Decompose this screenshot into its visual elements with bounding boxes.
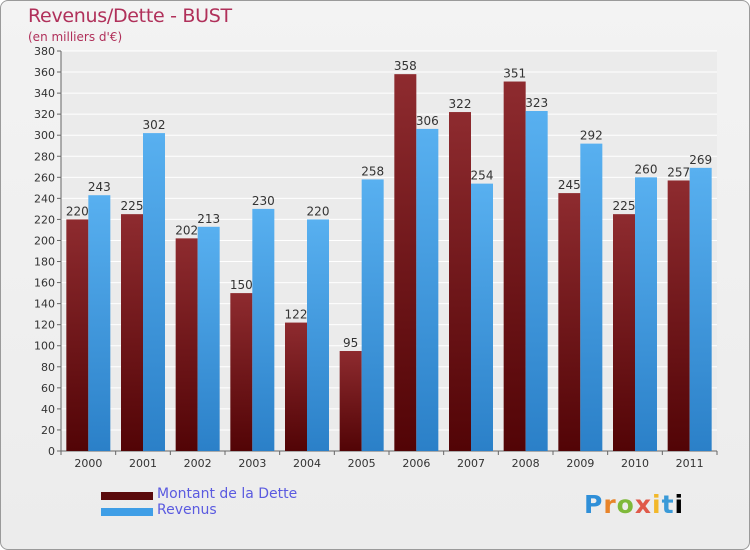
y-tick-label: 140 (34, 298, 55, 311)
y-tick-label: 60 (41, 382, 55, 395)
y-tick-label: 360 (34, 66, 55, 79)
x-tick-label: 2002 (184, 457, 212, 470)
data-label-dette: 245 (558, 178, 581, 192)
legend-swatch-dette (101, 492, 153, 500)
bar-revenus (635, 177, 657, 451)
y-tick-label: 300 (34, 129, 55, 142)
bar-revenus (580, 143, 603, 451)
bar-dette (503, 81, 526, 452)
bar-revenus (197, 226, 220, 451)
data-label-dette: 202 (175, 223, 198, 237)
bar-revenus (88, 195, 111, 451)
data-label-revenus: 258 (361, 164, 384, 178)
x-tick-label: 2007 (457, 457, 485, 470)
bar-dette (449, 112, 471, 451)
bar-dette (558, 193, 581, 451)
bar-revenus (525, 111, 548, 451)
legend-label-dette: Montant de la Dette (157, 486, 298, 502)
legend-label-revenus: Revenus (157, 502, 217, 518)
y-tick-label: 120 (34, 319, 55, 332)
bar-revenus (416, 128, 439, 451)
y-tick-label: 200 (34, 234, 55, 247)
data-label-revenus: 260 (635, 162, 658, 176)
data-label-dette: 225 (613, 199, 636, 213)
data-label-revenus: 323 (525, 96, 548, 110)
data-label-revenus: 213 (197, 212, 220, 226)
x-tick-label: 2005 (348, 457, 376, 470)
x-tick-label: 2004 (293, 457, 321, 470)
bar-dette (66, 219, 89, 451)
bar-dette (394, 74, 417, 451)
y-tick-label: 180 (34, 256, 55, 269)
bar-dette (121, 214, 143, 451)
plot-area (61, 51, 717, 451)
data-label-revenus: 269 (689, 153, 712, 167)
data-label-dette: 322 (449, 97, 472, 111)
y-tick-label: 100 (34, 340, 55, 353)
proxiti-logo: Proxiti (584, 490, 685, 519)
x-tick-label: 2011 (676, 457, 704, 470)
bar-dette (613, 214, 635, 451)
bar-dette (667, 180, 690, 451)
x-tick-label: 2010 (621, 457, 649, 470)
y-tick-label: 20 (41, 424, 55, 437)
x-tick-label: 2006 (402, 457, 430, 470)
y-tick-label: 40 (41, 403, 55, 416)
bar-dette (175, 238, 198, 451)
data-label-revenus: 243 (88, 180, 111, 194)
x-tick-label: 2001 (129, 457, 157, 470)
y-tick-label: 0 (48, 445, 55, 458)
data-label-dette: 95 (343, 336, 358, 350)
bar-revenus (307, 219, 329, 451)
chart-title: Revenus/Dette - BUST (28, 5, 232, 27)
bar-dette (285, 322, 307, 451)
data-label-revenus: 254 (471, 169, 494, 183)
legend-swatch-revenus (101, 508, 153, 516)
bar-dette (339, 351, 362, 451)
data-label-revenus: 292 (580, 129, 603, 143)
y-tick-label: 220 (34, 213, 55, 226)
y-tick-label: 320 (34, 108, 55, 121)
data-label-dette: 150 (230, 278, 253, 292)
data-label-revenus: 220 (307, 204, 330, 218)
x-tick-label: 2009 (566, 457, 594, 470)
data-label-dette: 358 (394, 59, 417, 73)
bar-dette (230, 293, 253, 451)
data-label-revenus: 306 (416, 114, 439, 128)
y-tick-label: 240 (34, 192, 55, 205)
chart-subtitle: (en milliers d'€) (28, 30, 123, 44)
y-tick-label: 80 (41, 361, 55, 374)
x-tick-label: 2003 (238, 457, 266, 470)
data-label-revenus: 230 (252, 194, 275, 208)
data-label-dette: 257 (667, 165, 690, 179)
bar-revenus (689, 167, 712, 451)
y-tick-label: 340 (34, 87, 55, 100)
bar-revenus (143, 133, 165, 451)
data-label-dette: 225 (121, 199, 144, 213)
y-tick-label: 260 (34, 171, 55, 184)
y-tick-label: 380 (34, 45, 55, 58)
data-label-dette: 351 (503, 67, 526, 81)
bar-revenus (361, 179, 384, 451)
y-tick-label: 280 (34, 150, 55, 163)
x-tick-label: 2000 (74, 457, 102, 470)
y-tick-label: 160 (34, 277, 55, 290)
data-label-revenus: 302 (143, 118, 166, 132)
bar-revenus (471, 183, 493, 451)
data-label-dette: 220 (66, 204, 89, 218)
data-label-dette: 122 (285, 308, 308, 322)
x-tick-label: 2008 (512, 457, 540, 470)
bar-revenus (252, 208, 275, 451)
